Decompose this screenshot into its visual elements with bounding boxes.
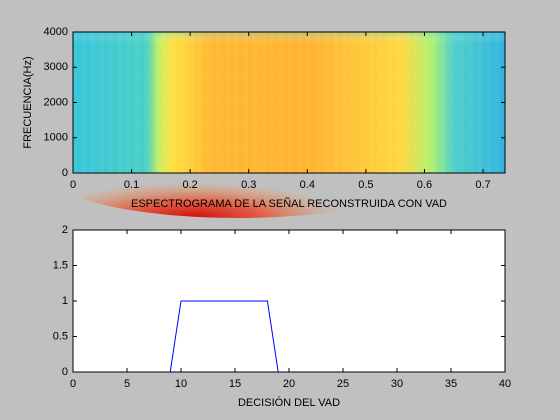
x-tick-label: 0.3 [241,179,256,191]
x-tick-label: 0.4 [300,179,315,191]
x-tick-label: 0 [70,179,76,191]
spectrogram-image [48,32,505,218]
x-axis-label: DECISIÓN DEL VAD [238,396,340,409]
x-tick-label: 0.7 [475,179,490,191]
x-tick-label: 0 [70,378,76,390]
y-tick-label: 2000 [44,96,68,108]
x-tick-label: 10 [175,378,187,390]
x-axis-label: ESPECTROGRAMA DE LA SEÑAL RECONSTRUIDA C… [131,197,447,210]
y-axis-label: FRECUENCIA(Hz) [22,56,34,148]
y-tick-label: 1 [62,295,68,307]
y-tick-label: 1.5 [53,259,68,271]
x-tick-label: 15 [229,378,241,390]
x-tick-label: 0.6 [417,179,432,191]
y-tick-label: 0.5 [53,330,68,342]
y-tick-label: 2 [62,224,68,236]
x-tick-label: 20 [283,378,295,390]
x-tick-label: 5 [124,378,130,390]
x-tick-label: 0.5 [358,179,373,191]
y-tick-label: 1000 [44,132,68,144]
y-tick-label: 4000 [44,26,68,38]
x-tick-label: 35 [445,378,457,390]
x-tick-label: 0.1 [124,179,139,191]
x-tick-label: 30 [391,378,403,390]
plot-area [73,230,505,372]
x-tick-label: 40 [499,378,511,390]
y-tick-label: 0 [62,366,68,378]
x-tick-label: 0.2 [183,179,198,191]
y-tick-label: 0 [62,167,68,179]
x-tick-label: 25 [337,378,349,390]
y-tick-label: 3000 [44,61,68,73]
